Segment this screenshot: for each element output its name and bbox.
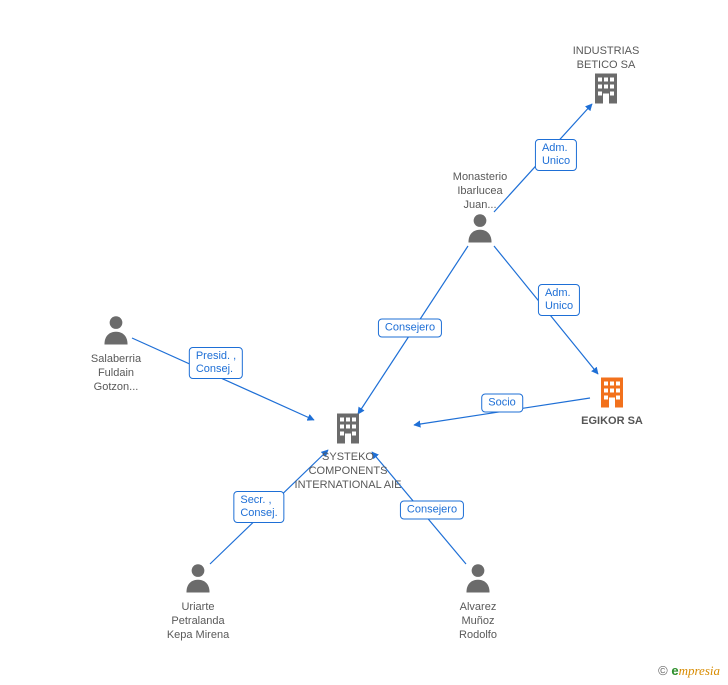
edge-uriarte-systeko bbox=[210, 450, 328, 564]
building-icon-industrias_betico[interactable] bbox=[591, 72, 621, 109]
edge-egikor-systeko bbox=[414, 398, 590, 425]
edge-monasterio-egikor bbox=[494, 246, 598, 374]
person-icon-salaberria[interactable] bbox=[102, 315, 130, 350]
building-icon-systeko[interactable] bbox=[333, 412, 363, 449]
edge-alvarez-systeko bbox=[372, 452, 466, 564]
person-icon-uriarte[interactable] bbox=[184, 563, 212, 598]
watermark-c: e bbox=[671, 663, 678, 678]
watermark: © empresia bbox=[658, 663, 720, 679]
copyright-symbol: © bbox=[658, 663, 668, 678]
edge-monasterio-industrias_betico bbox=[494, 104, 592, 212]
edge-salaberria-systeko bbox=[132, 338, 314, 420]
person-icon-alvarez[interactable] bbox=[464, 563, 492, 598]
edge-monasterio-systeko bbox=[358, 246, 468, 414]
building-icon-egikor[interactable] bbox=[597, 376, 627, 413]
person-icon-monasterio[interactable] bbox=[466, 213, 494, 248]
watermark-rest: mpresia bbox=[679, 663, 720, 678]
